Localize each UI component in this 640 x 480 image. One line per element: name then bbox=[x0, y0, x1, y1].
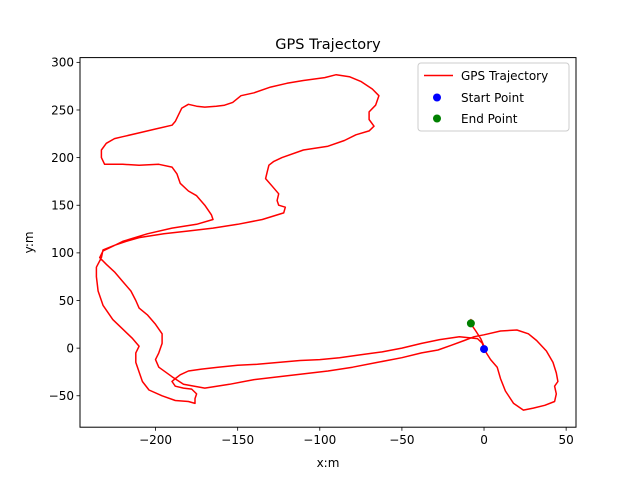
start-point-marker bbox=[480, 345, 489, 354]
y-tick-label: 100 bbox=[51, 246, 74, 260]
legend-label-trajectory: GPS Trajectory bbox=[461, 69, 548, 83]
end-point-marker bbox=[466, 319, 475, 328]
x-axis: −200 −150 −100 −50 0 50 bbox=[139, 427, 574, 447]
y-tick-label: −50 bbox=[49, 389, 74, 403]
x-tick-label: 50 bbox=[559, 433, 574, 447]
plot-area bbox=[95, 73, 559, 411]
x-tick-label: −150 bbox=[221, 433, 254, 447]
y-axis: −50 0 50 100 150 200 250 300 bbox=[49, 56, 80, 403]
legend-box bbox=[417, 62, 570, 132]
y-tick-label: 200 bbox=[51, 151, 74, 165]
y-tick-label: 50 bbox=[59, 294, 74, 308]
x-tick-label: −50 bbox=[389, 433, 414, 447]
y-tick-label: 0 bbox=[66, 341, 74, 355]
legend-label-start: Start Point bbox=[461, 91, 524, 105]
y-tick-label: 250 bbox=[51, 103, 74, 117]
legend-label-end: End Point bbox=[461, 112, 518, 126]
legend-end-marker bbox=[433, 114, 441, 123]
legend: GPS Trajectory Start Point End Point bbox=[417, 62, 570, 132]
trajectory-line bbox=[95, 73, 559, 411]
plot-frame bbox=[79, 57, 577, 428]
y-axis-label: y:m bbox=[22, 231, 36, 253]
y-tick-label: 150 bbox=[51, 199, 74, 213]
x-tick-label: 0 bbox=[480, 433, 488, 447]
y-tick-label: 300 bbox=[51, 56, 74, 70]
x-axis-label: x:m bbox=[317, 456, 340, 470]
chart-title: GPS Trajectory bbox=[275, 37, 381, 53]
x-tick-label: −200 bbox=[139, 433, 172, 447]
x-tick-label: −100 bbox=[303, 433, 336, 447]
legend-start-marker bbox=[433, 93, 441, 102]
